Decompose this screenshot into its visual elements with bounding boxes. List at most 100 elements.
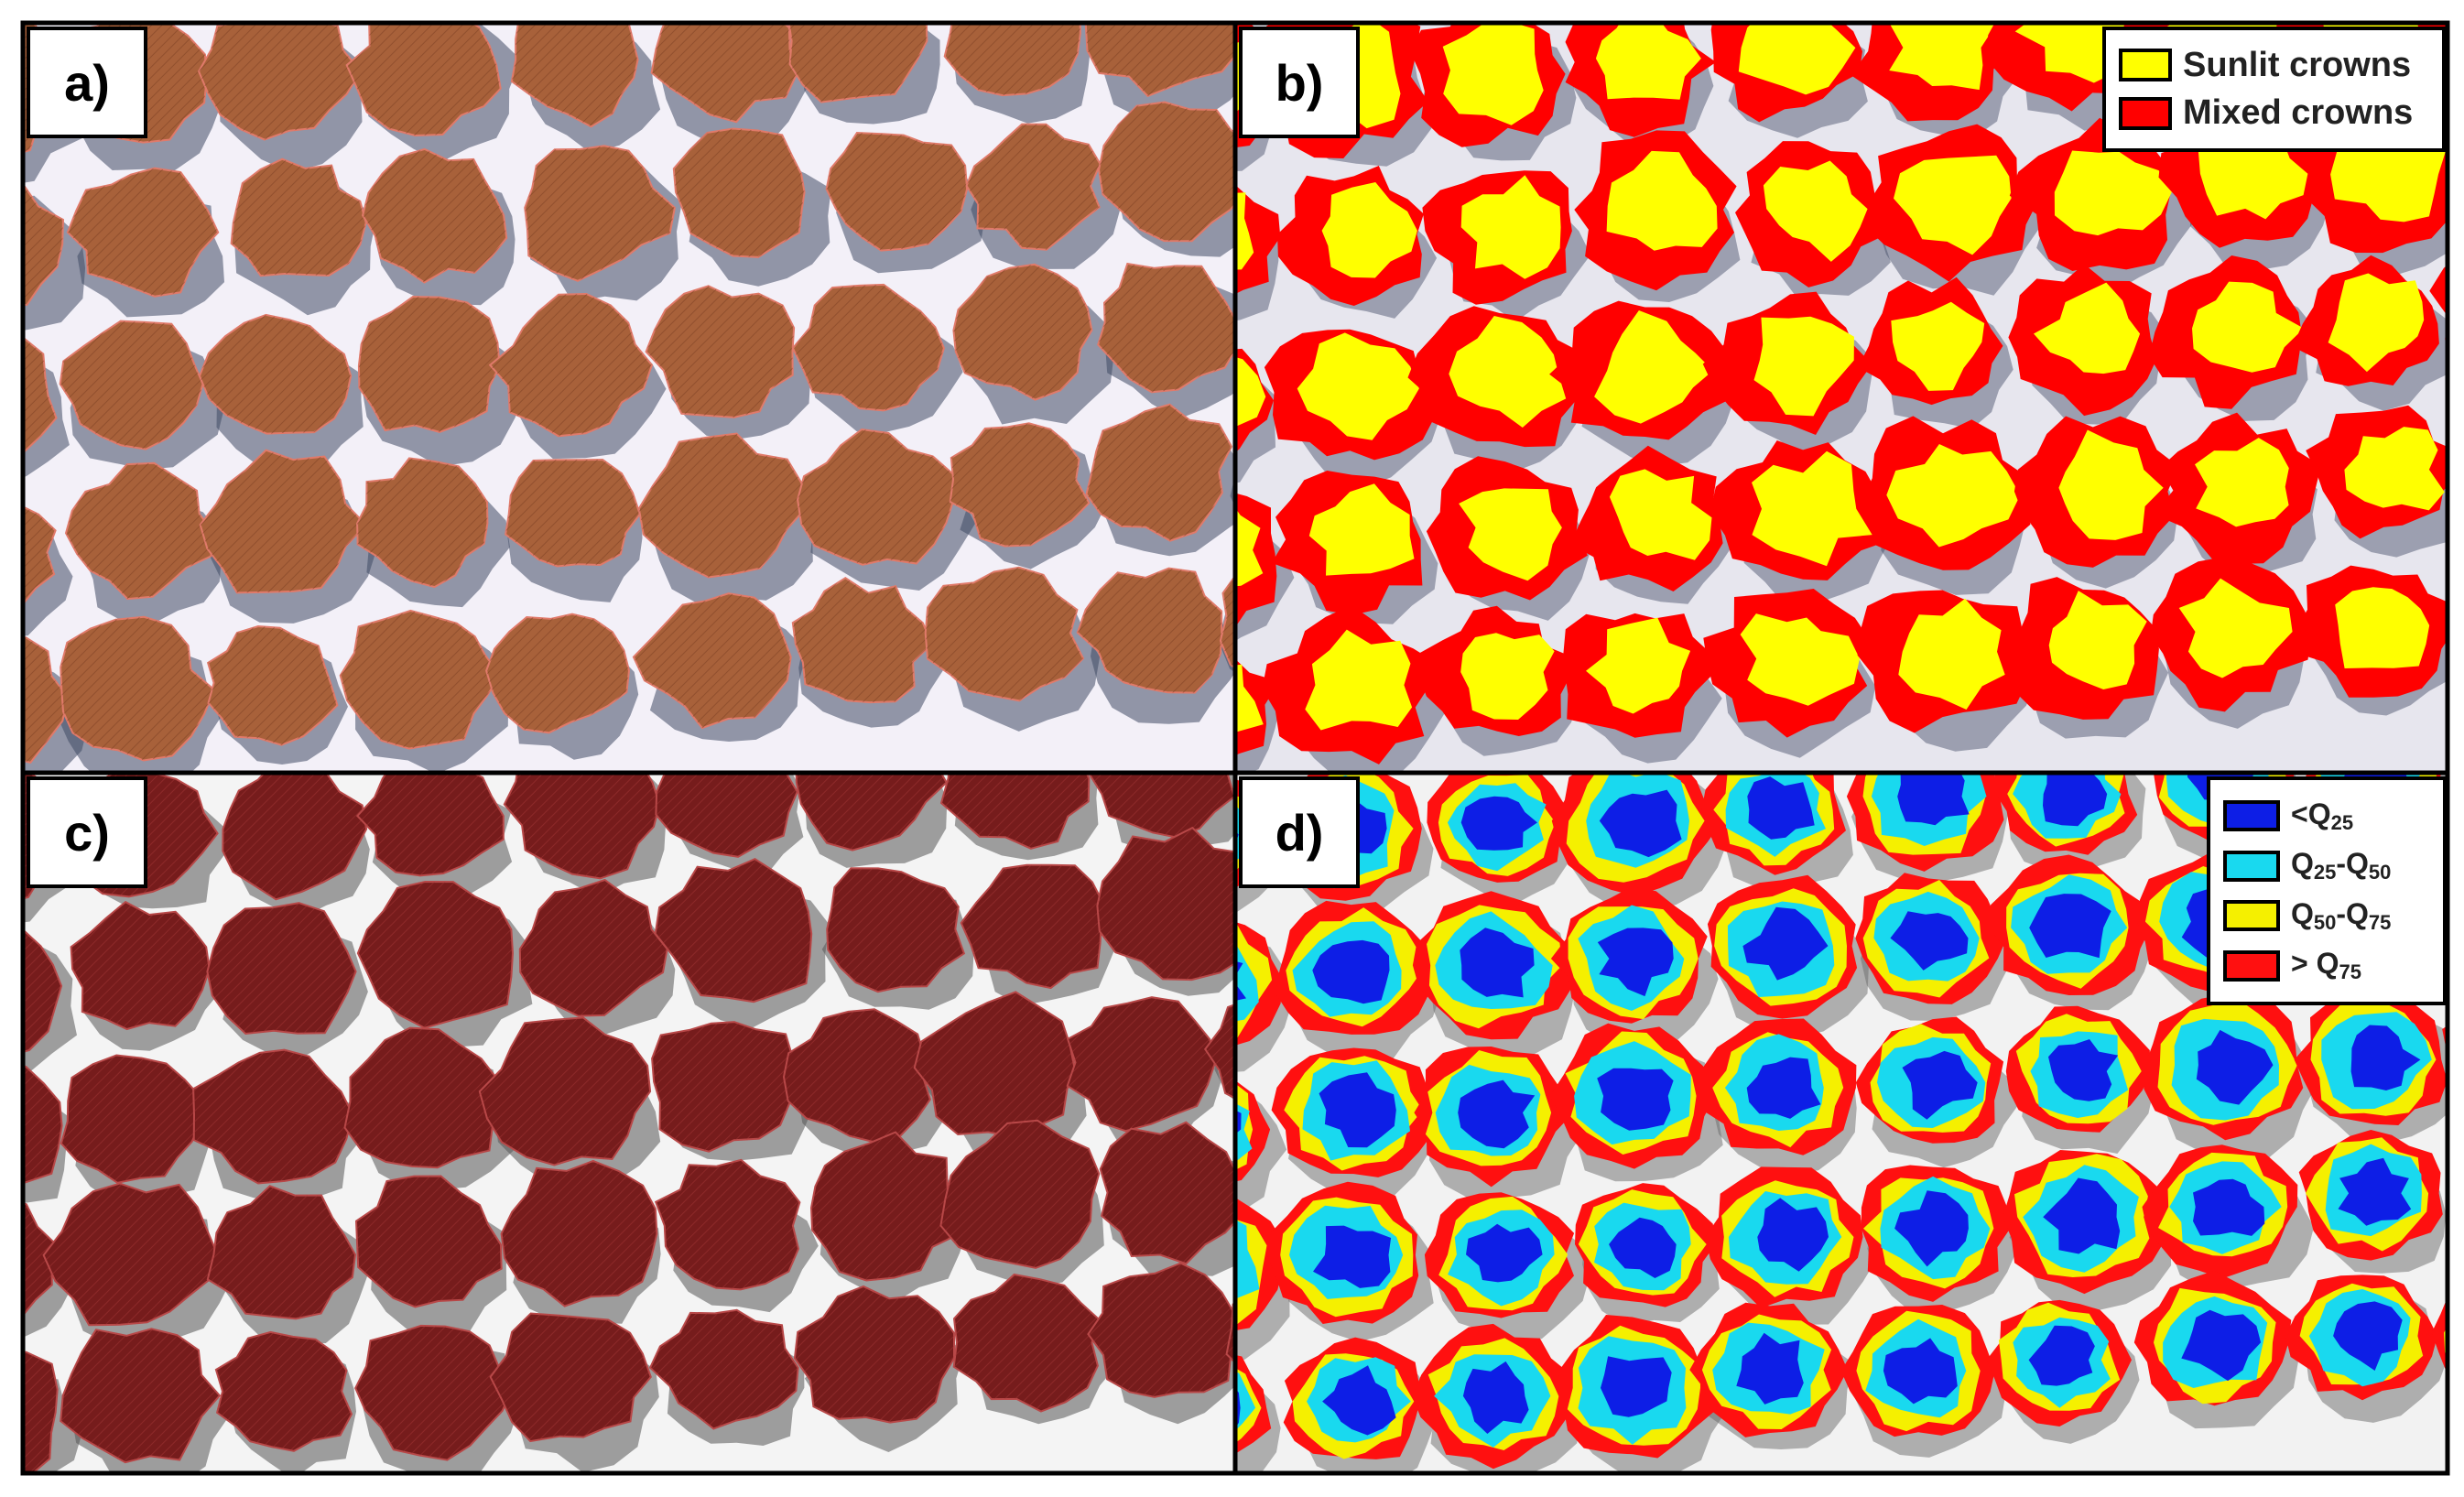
tree-crown-texture: [646, 286, 795, 418]
sunlit-crown-area: [2058, 429, 2164, 540]
crown-lt-q25: [2043, 775, 2108, 827]
sunlit-crown-area: [1449, 316, 1567, 428]
crown-lt-q25: [1460, 796, 1537, 851]
tree-crown-texture: [788, 25, 928, 103]
sunlit-crown-area: [1738, 25, 1856, 95]
crown-lt-q25: [1609, 1217, 1677, 1278]
tree-crown-texture: [1098, 264, 1233, 393]
sunlit-crown-area: [1609, 469, 1712, 560]
crown-q25-q50: [2460, 859, 2464, 945]
crown-polygon-texture: [25, 931, 62, 1052]
legend-item-gt-q75: > Q75: [2223, 947, 2430, 984]
panel-c-label: c): [27, 776, 147, 888]
sunlit-crown-area: [1763, 160, 1868, 262]
crown-polygon-texture: [215, 1331, 352, 1451]
sunlit-crown-area: [1740, 613, 1860, 706]
crown-lt-q25: [1883, 1338, 1958, 1405]
tree-crown-texture: [1086, 404, 1232, 541]
crown-polygon-texture: [650, 1309, 798, 1429]
crown-polygon-texture: [940, 1120, 1100, 1268]
crown-lt-q25: [1742, 906, 1829, 981]
crown-lt-q25: [1462, 1361, 1529, 1434]
tree-shadow: [2448, 1290, 2464, 1411]
crown-lt-q25: [1319, 1072, 1396, 1148]
tree-crown-texture: [490, 294, 652, 437]
swatch-mixed: [2119, 96, 2172, 130]
tree-crown-texture: [1220, 578, 1233, 667]
swatch-gt-q75: [2223, 949, 2280, 982]
crown-polygon-texture: [1097, 828, 1233, 981]
crown-polygon-texture: [193, 1049, 353, 1184]
tree-crown-texture: [66, 462, 214, 600]
sunlit-crown-area: [1237, 510, 1264, 587]
tree-crown-texture: [200, 450, 366, 593]
sunlit-crown-area: [1459, 488, 1562, 581]
crown-polygon-texture: [479, 1017, 651, 1166]
tree-crown-texture: [673, 128, 805, 257]
legend-label-q50-q75: Q50-Q75: [2291, 896, 2392, 934]
crown-polygon-texture: [25, 1203, 54, 1314]
crown-lt-q25: [1237, 1390, 1241, 1426]
tree-crown-texture: [357, 458, 488, 588]
legend-label-lt-q25: <Q25: [2291, 797, 2354, 834]
crown-polygon-texture: [656, 775, 798, 857]
crown-lt-q25: [1312, 939, 1390, 1004]
tree-crown-texture: [60, 616, 214, 761]
sunlit-crown-area: [1321, 182, 1417, 278]
tree-crown-texture: [25, 637, 68, 763]
sunlit-crown-area: [1308, 483, 1415, 576]
crown-polygon-texture: [355, 1325, 513, 1460]
swatch-sunlit: [2119, 49, 2172, 82]
crown-lt-q25: [1890, 911, 1969, 971]
crown-polygon-texture: [1067, 997, 1216, 1132]
crown-polygon-texture: [784, 1009, 930, 1143]
tree-crown-texture: [25, 507, 56, 602]
crown-polygon-texture: [71, 902, 210, 1029]
crown-polygon-texture: [1100, 1122, 1233, 1264]
sunlit-crown-area: [2335, 587, 2430, 668]
crown-polygon-texture: [207, 1186, 355, 1319]
tree-crown-texture: [363, 148, 507, 283]
tree-crown-texture: [826, 133, 968, 251]
sunlit-crown-area: [1894, 155, 2012, 255]
tree-crown-texture: [1099, 102, 1233, 242]
crown-polygon-texture: [655, 859, 812, 1003]
crown-lt-q25: [1902, 1050, 1978, 1120]
crown-polygon-texture: [941, 775, 1090, 849]
sunlit-crown-area: [2034, 282, 2141, 374]
tree-crown-texture: [511, 25, 638, 127]
panel-d-label: d): [1239, 776, 1360, 888]
legend-label-sunlit: Sunlit crowns: [2183, 45, 2412, 84]
crown-lt-q25: [2196, 1029, 2274, 1105]
crown-lt-q25: [1746, 1057, 1821, 1119]
tree-crown-texture: [231, 158, 366, 277]
crown-lt-q25: [2181, 1309, 2262, 1382]
crown-polygon-texture: [961, 864, 1102, 989]
tree-crown-texture: [966, 124, 1101, 250]
tree-crown-texture: [950, 423, 1090, 547]
sunlit-crown-area: [1898, 598, 2005, 710]
legend-item-q25-q50: Q25-Q50: [2223, 847, 2430, 884]
tree-shadow: [2457, 999, 2464, 1138]
crown-polygon-texture: [953, 1275, 1100, 1412]
swatch-lt-q25: [2223, 800, 2280, 832]
tree-crown-texture: [208, 626, 338, 745]
legend-label-mixed: Mixed crowns: [2183, 93, 2414, 133]
sunlit-crown-area: [1594, 310, 1713, 424]
crown-polygon-texture: [796, 775, 947, 851]
crown-polygon-texture: [60, 1329, 220, 1463]
crown-lt-q25: [1894, 1190, 1969, 1267]
sunlit-crown-area: [1595, 25, 1701, 100]
sunlit-crown-area: [1889, 25, 1996, 91]
tree-crown-texture: [953, 264, 1092, 400]
tree-crown-texture: [651, 25, 798, 123]
tree-crown-texture: [358, 297, 500, 432]
crown-lt-q25: [1466, 1223, 1543, 1283]
mixed-crown-area: [2429, 266, 2446, 346]
crown-lt-q25: [1597, 927, 1674, 997]
crown-lt-q25: [1313, 1225, 1392, 1288]
panel-frames: [20, 20, 2450, 1476]
crown-lt-q25: [1237, 1111, 1242, 1133]
sunlit-crown-area: [1460, 175, 1561, 279]
